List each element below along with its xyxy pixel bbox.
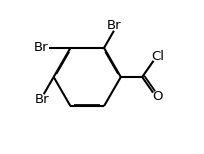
Text: Br: Br [33, 41, 48, 54]
Text: Br: Br [35, 93, 49, 106]
Text: O: O [152, 90, 162, 103]
Text: Br: Br [106, 19, 121, 32]
Text: Cl: Cl [151, 50, 164, 63]
